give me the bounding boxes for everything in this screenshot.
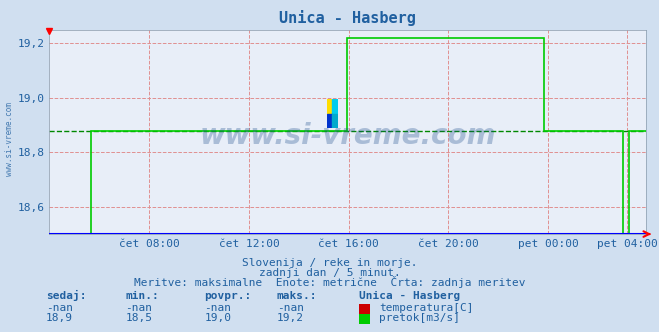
- Text: www.si-vreme.com: www.si-vreme.com: [5, 103, 14, 176]
- Text: Slovenija / reke in morje.: Slovenija / reke in morje.: [242, 258, 417, 268]
- Text: 19,2: 19,2: [277, 313, 304, 323]
- Text: 19,0: 19,0: [204, 313, 231, 323]
- Text: Meritve: maksimalne  Enote: metrične  Črta: zadnja meritev: Meritve: maksimalne Enote: metrične Črta…: [134, 276, 525, 288]
- Text: -nan: -nan: [277, 303, 304, 313]
- Text: -nan: -nan: [204, 303, 231, 313]
- Bar: [332, 99, 338, 114]
- Bar: [327, 114, 332, 128]
- Bar: [327, 99, 332, 114]
- Bar: [332, 114, 338, 128]
- Text: min.:: min.:: [125, 291, 159, 301]
- Text: 18,5: 18,5: [125, 313, 152, 323]
- Text: sedaj:: sedaj:: [46, 290, 86, 301]
- Text: -nan: -nan: [125, 303, 152, 313]
- Text: zadnji dan / 5 minut.: zadnji dan / 5 minut.: [258, 268, 401, 278]
- Text: maks.:: maks.:: [277, 291, 317, 301]
- Text: www.si-vreme.com: www.si-vreme.com: [200, 122, 496, 150]
- Text: pretok[m3/s]: pretok[m3/s]: [379, 313, 460, 323]
- Text: -nan: -nan: [46, 303, 73, 313]
- Text: Unica - Hasberg: Unica - Hasberg: [359, 291, 461, 301]
- Text: povpr.:: povpr.:: [204, 291, 252, 301]
- Text: 18,9: 18,9: [46, 313, 73, 323]
- Text: temperatura[C]: temperatura[C]: [379, 303, 473, 313]
- Title: Unica - Hasberg: Unica - Hasberg: [279, 10, 416, 26]
